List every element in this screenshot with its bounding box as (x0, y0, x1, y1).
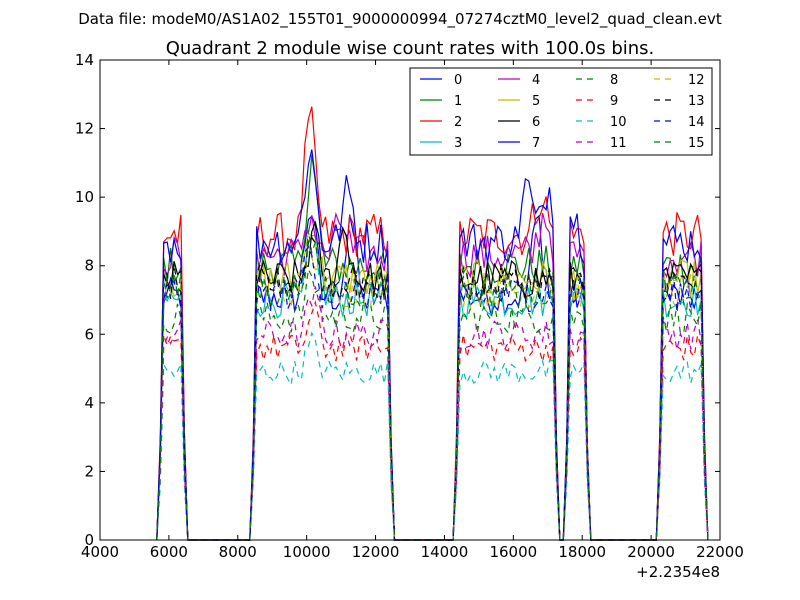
series-line-13 (156, 237, 709, 541)
x-tick-label: 4000 (81, 543, 119, 561)
legend-label-7: 7 (532, 136, 540, 151)
series-line-1 (156, 154, 709, 541)
series-line-3 (156, 234, 709, 541)
legend-label-11: 11 (610, 136, 627, 151)
x-tick-label: 6000 (150, 543, 188, 561)
y-tick-label: 14 (75, 51, 94, 69)
series-line-15 (156, 229, 709, 541)
x-tick-label: 14000 (421, 543, 469, 561)
legend-label-9: 9 (610, 94, 618, 109)
legend-label-13: 13 (688, 94, 705, 109)
series-line-4 (156, 211, 709, 541)
series-line-5 (156, 232, 709, 541)
legend-label-12: 12 (688, 73, 705, 88)
series-line-6 (156, 220, 709, 541)
y-tick-label: 10 (75, 188, 94, 206)
chart-title: Quadrant 2 module wise count rates with … (166, 38, 655, 59)
x-tick-label: 22000 (696, 543, 744, 561)
series-line-2 (156, 106, 709, 541)
series-line-8 (156, 267, 709, 541)
y-tick-label: 8 (84, 257, 94, 275)
y-tick-label: 0 (84, 531, 94, 549)
series-line-12 (156, 245, 709, 541)
legend-label-15: 15 (688, 136, 705, 151)
legend-label-14: 14 (688, 115, 705, 130)
series-line-9 (156, 299, 709, 541)
x-tick-label: 20000 (627, 543, 675, 561)
legend-label-0: 0 (454, 73, 462, 88)
legend-label-1: 1 (454, 94, 462, 109)
y-tick-label: 6 (84, 325, 94, 343)
ticks-group: 4000 6000 8000 10000 12000 14000 16000 18000 200… (75, 51, 744, 561)
x-offset-label: +2.2354e8 (636, 563, 720, 581)
x-tick-label: 10000 (283, 543, 331, 561)
legend-label-10: 10 (610, 115, 627, 130)
legend-label-6: 6 (532, 115, 540, 130)
series-group (156, 106, 709, 541)
series-line-14 (156, 245, 709, 541)
legend-label-5: 5 (532, 94, 540, 109)
legend-box (409, 67, 713, 156)
x-tick-label: 16000 (489, 543, 537, 561)
series-line-11 (156, 286, 709, 541)
y-tick-label: 12 (75, 120, 94, 138)
series-line-0 (156, 214, 709, 541)
x-tick-label: 12000 (352, 543, 400, 561)
legend-label-3: 3 (454, 136, 462, 151)
x-tick-label: 8000 (219, 543, 257, 561)
suptitle: Data file: modeM0/AS1A02_155T01_90000009… (78, 10, 722, 29)
series-line-10 (156, 331, 709, 541)
y-tick-label: 4 (84, 394, 94, 412)
plot-frame (99, 59, 721, 541)
legend-label-4: 4 (532, 73, 540, 88)
y-tick-label: 2 (84, 462, 94, 480)
series-line-7 (156, 149, 709, 541)
legend-label-2: 2 (454, 115, 462, 130)
x-tick-label: 18000 (558, 543, 606, 561)
legend-label-8: 8 (610, 73, 618, 88)
